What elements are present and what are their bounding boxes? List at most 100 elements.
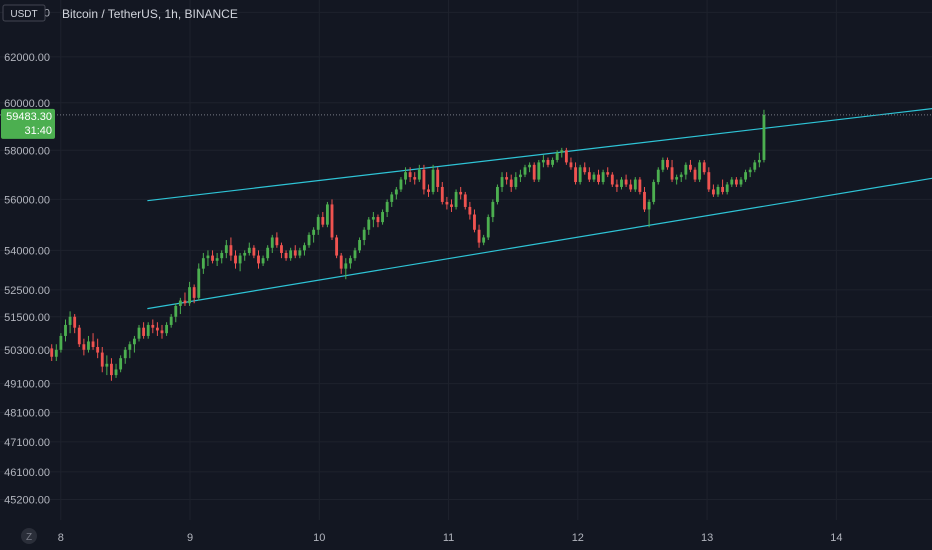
price-tick-label: 49100.00 xyxy=(4,379,50,391)
candle xyxy=(711,184,715,197)
candle xyxy=(661,157,665,173)
candle xyxy=(238,252,242,272)
candle xyxy=(427,184,430,197)
trendline-upper[interactable] xyxy=(147,108,932,202)
candle xyxy=(454,189,458,210)
candle xyxy=(312,227,316,243)
candle xyxy=(656,167,660,185)
time-tick-label: 11 xyxy=(443,532,454,544)
candle xyxy=(505,172,509,185)
candle xyxy=(620,177,623,190)
price-tick-label: 54000.00 xyxy=(4,245,50,257)
currency-badge-label: USDT xyxy=(10,9,37,20)
candle xyxy=(597,169,600,185)
candle xyxy=(730,177,734,187)
candle xyxy=(675,174,679,185)
candle xyxy=(234,250,237,269)
candle xyxy=(486,214,490,241)
chart-grid xyxy=(0,0,932,520)
candle xyxy=(146,322,150,339)
candle xyxy=(114,363,118,378)
candle xyxy=(615,179,619,192)
candle xyxy=(358,237,362,253)
candle xyxy=(381,209,384,225)
candle xyxy=(518,169,522,183)
time-axis[interactable]: 8 9 10 11 12 13 14 xyxy=(58,532,843,544)
candle xyxy=(275,232,279,248)
candle xyxy=(178,297,182,315)
candle xyxy=(606,167,610,178)
candle xyxy=(367,217,371,235)
candle xyxy=(679,172,683,183)
candle xyxy=(96,338,100,359)
candle xyxy=(335,234,339,259)
candle xyxy=(325,201,329,228)
candle xyxy=(739,177,743,187)
trendline-lower[interactable] xyxy=(147,177,932,310)
time-tick-label: 14 xyxy=(830,532,842,544)
candle xyxy=(289,247,293,261)
candle xyxy=(721,179,725,195)
candle xyxy=(578,164,582,185)
candle xyxy=(463,191,467,210)
candle xyxy=(610,172,614,187)
price-tick-label: 52500.00 xyxy=(4,285,50,297)
candle xyxy=(459,186,463,200)
candle xyxy=(105,355,109,376)
candle xyxy=(266,245,270,261)
candle xyxy=(707,167,711,192)
candle xyxy=(583,162,587,175)
candle xyxy=(280,242,283,259)
candle xyxy=(123,347,127,364)
candle xyxy=(220,250,224,264)
candle xyxy=(652,179,656,205)
candle xyxy=(385,199,389,218)
logo-button[interactable]: Z xyxy=(21,528,37,544)
candle xyxy=(303,242,306,256)
price-tick-label: 58000.00 xyxy=(4,145,50,157)
candle xyxy=(188,281,191,306)
candle xyxy=(293,245,297,259)
bar-countdown: 31:40 xyxy=(24,125,52,137)
candle xyxy=(601,169,605,185)
candle xyxy=(376,214,380,228)
price-tick-label: 50300.00 xyxy=(4,345,50,357)
candle xyxy=(734,177,738,187)
price-tick-label: 47100.00 xyxy=(4,437,50,449)
time-tick-label: 9 xyxy=(187,532,193,544)
candle xyxy=(633,177,637,192)
candle xyxy=(87,335,90,353)
candle xyxy=(353,247,357,261)
candle xyxy=(408,167,412,183)
candle xyxy=(702,159,706,175)
candle xyxy=(68,311,72,334)
candle xyxy=(261,255,265,267)
candle xyxy=(206,250,210,267)
candle xyxy=(436,167,440,192)
candle xyxy=(647,199,651,228)
candle xyxy=(693,167,697,183)
symbol-title: Bitcoin / TetherUS, 1h, BINANCE xyxy=(62,7,238,21)
candle xyxy=(528,162,532,173)
candle xyxy=(500,172,504,192)
candle xyxy=(670,159,674,183)
candle xyxy=(394,186,398,200)
candle xyxy=(211,250,214,264)
candle xyxy=(725,182,729,195)
candle xyxy=(574,162,577,185)
candle xyxy=(560,147,564,158)
candle xyxy=(643,186,646,212)
candle xyxy=(348,255,352,269)
candle xyxy=(546,157,550,168)
candle xyxy=(431,164,435,195)
currency-badge[interactable]: USDT xyxy=(2,4,46,22)
candle xyxy=(307,232,311,248)
candle xyxy=(748,167,752,178)
candle xyxy=(624,174,628,187)
candle xyxy=(666,157,669,170)
candle xyxy=(119,355,123,373)
time-tick-label: 8 xyxy=(58,532,64,544)
candle xyxy=(468,201,472,220)
